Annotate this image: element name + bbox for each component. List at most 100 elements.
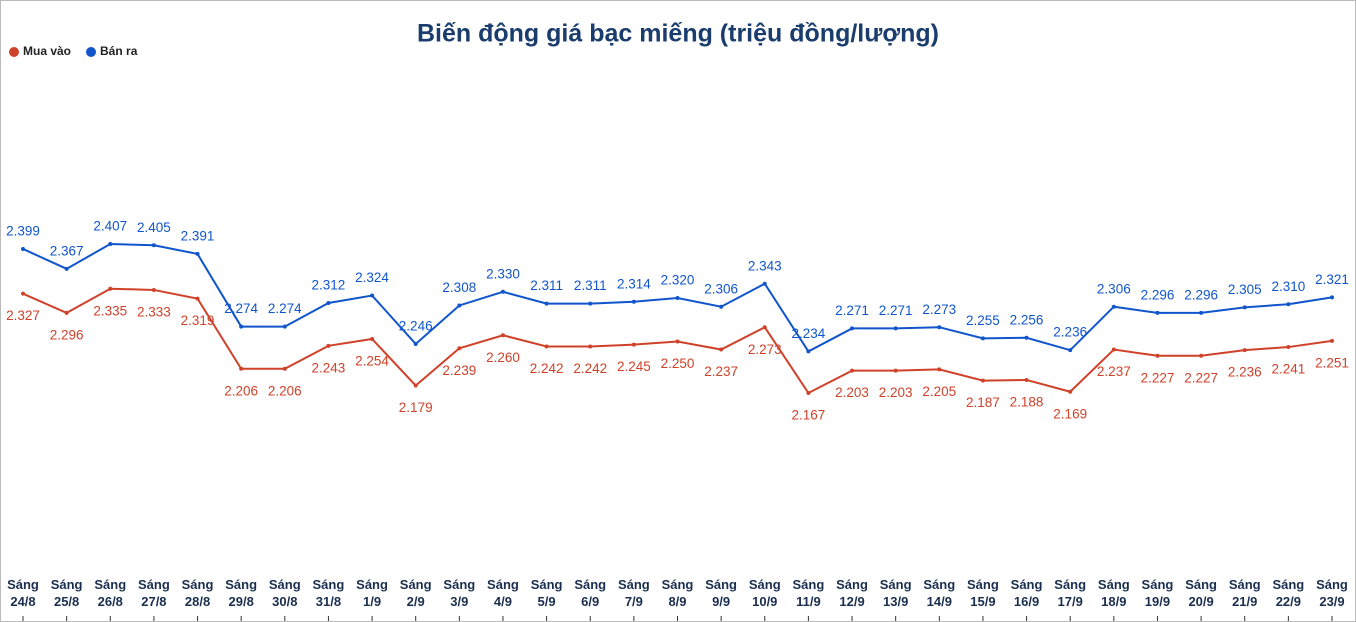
data-label: 2.311: [574, 278, 607, 293]
point: [980, 336, 985, 341]
data-label: 2.167: [792, 408, 826, 423]
point: [675, 296, 680, 301]
data-label: 2.274: [224, 301, 258, 316]
point: [500, 289, 505, 294]
x-tick-label: Sáng 14/9: [923, 577, 956, 609]
point: [893, 326, 898, 331]
data-label: 2.312: [312, 278, 346, 293]
x-tick-label: Sáng 7/9: [617, 577, 650, 609]
x-tick-label: Sáng 17/9: [1054, 577, 1087, 609]
point: [675, 339, 680, 344]
data-label: 2.206: [224, 383, 258, 398]
data-label: 2.306: [704, 281, 738, 296]
x-tick-label: Sáng 9/9: [705, 577, 738, 609]
data-label: 2.319: [181, 313, 215, 328]
data-label: 2.227: [1184, 370, 1218, 385]
x-tick-label: Sáng 25/8: [50, 577, 83, 609]
point: [151, 287, 156, 292]
data-label: 2.333: [137, 305, 171, 320]
point: [544, 301, 549, 306]
data-label: 2.236: [1228, 365, 1262, 380]
x-tick-label: Sáng 16/9: [1010, 577, 1043, 609]
point: [631, 342, 636, 347]
data-label: 2.241: [1271, 362, 1305, 377]
point: [282, 324, 287, 329]
point: [1330, 295, 1334, 300]
data-label: 2.273: [748, 342, 782, 357]
point: [1024, 335, 1029, 340]
point: [1068, 348, 1073, 353]
data-label: 2.308: [442, 280, 476, 295]
point: [1199, 310, 1204, 315]
point: [239, 366, 244, 371]
data-label: 2.314: [617, 276, 651, 291]
point: [195, 296, 200, 301]
point: [719, 304, 724, 309]
x-tick-label: Sáng 18/9: [1097, 577, 1130, 609]
point: [588, 301, 593, 306]
x-tick-label: Sáng 24/8: [7, 577, 39, 609]
data-label: 2.399: [6, 224, 40, 239]
data-label: 2.260: [486, 350, 520, 365]
point: [850, 368, 855, 373]
data-label: 2.367: [50, 243, 84, 258]
point: [282, 366, 287, 371]
point: [151, 243, 156, 248]
point: [64, 266, 69, 271]
x-tick-label: Sáng 11/9: [792, 577, 825, 609]
point: [1199, 353, 1204, 358]
point: [937, 325, 942, 330]
data-label: 2.407: [93, 219, 127, 234]
x-tick-label: Sáng 15/9: [967, 577, 999, 609]
x-tick-label: Sáng 27/8: [137, 577, 170, 609]
x-tick-label: Sáng 8/9: [661, 577, 694, 609]
x-tick-label: Sáng 28/8: [181, 577, 214, 609]
data-label: 2.203: [879, 385, 913, 400]
data-label: 2.327: [6, 308, 40, 323]
point: [850, 326, 855, 331]
data-label: 2.254: [355, 354, 389, 369]
data-label: 2.273: [922, 302, 956, 317]
data-label: 2.343: [748, 258, 782, 273]
point: [762, 325, 767, 330]
data-label: 2.205: [922, 384, 956, 399]
x-tick-label: Sáng 29/8: [225, 577, 258, 609]
point: [588, 344, 593, 349]
data-label: 2.203: [835, 385, 869, 400]
data-label: 2.271: [879, 303, 913, 318]
data-label: 2.227: [1141, 370, 1175, 385]
point: [1242, 348, 1247, 353]
point: [64, 310, 69, 315]
chart-title: Biến động giá bạc miếng (triệu đồng/lượn…: [417, 20, 939, 48]
data-label: 2.242: [573, 361, 607, 376]
point: [500, 333, 505, 338]
point: [1111, 304, 1116, 309]
x-tick-label: Sáng 3/9: [443, 577, 476, 609]
point: [370, 336, 375, 341]
data-label: 2.243: [312, 360, 346, 375]
x-tick-label: Sáng 26/8: [94, 577, 127, 609]
point: [893, 368, 898, 373]
data-label: 2.306: [1097, 281, 1131, 296]
x-tick-label: Sáng 2/9: [399, 577, 432, 609]
point: [108, 242, 113, 246]
point: [1286, 302, 1291, 307]
x-tick-label: Sáng 4/9: [487, 577, 519, 609]
x-tick-label: Sáng 20/9: [1185, 577, 1217, 609]
x-tick-label: Sáng 30/8: [268, 577, 301, 609]
point: [937, 367, 942, 372]
point: [21, 291, 25, 296]
x-tick-label: Sáng 12/9: [836, 577, 868, 609]
point: [980, 378, 985, 383]
legend-label: Mua vào: [23, 44, 71, 58]
data-label: 2.271: [835, 303, 869, 318]
point: [719, 347, 724, 352]
x-tick-label: Sáng 19/9: [1141, 577, 1174, 609]
data-label: 2.236: [1053, 325, 1087, 340]
data-label: 2.169: [1053, 406, 1087, 421]
data-label: 2.320: [661, 273, 695, 288]
x-tick-label: Sáng 6/9: [574, 577, 607, 609]
point: [544, 344, 549, 349]
data-label: 2.188: [1010, 395, 1044, 410]
